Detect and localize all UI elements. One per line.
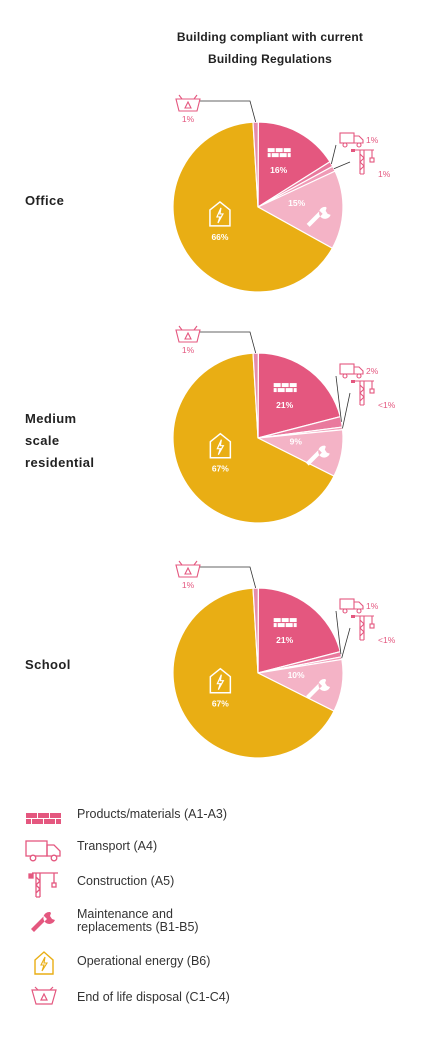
lightning-house-icon <box>209 667 232 694</box>
recycle-bin-icon <box>175 560 201 578</box>
pie-1-label-products: 16% <box>270 165 287 175</box>
legend-label-line-1: End of life disposal (C1-C4) <box>77 990 230 1004</box>
pie-1-slice-end-of-life <box>252 121 259 208</box>
wrench-icon <box>306 206 331 227</box>
legend-label: Products/materials (A1-A3) <box>77 808 377 821</box>
pie-2-slice-operational <box>172 352 335 524</box>
pie-3-slice-end-of-life <box>252 587 259 674</box>
row-label-school: School <box>25 657 71 672</box>
pie-1-slice-operational <box>172 121 334 293</box>
lightning-house-icon <box>209 200 231 227</box>
legend-label: Construction (A5) <box>77 875 377 888</box>
bricks-icon <box>273 383 297 393</box>
truck-icon <box>339 363 364 379</box>
leader-line <box>200 100 257 123</box>
leader-line <box>335 610 342 655</box>
pie-2-label-construction: <1% <box>378 400 396 410</box>
pie-2-slice-products <box>257 352 342 439</box>
row-label-residential-line-3: residential <box>25 455 95 470</box>
pie-3-label-construction: <1% <box>378 635 396 645</box>
wrench-icon <box>305 445 330 466</box>
leader-line <box>333 161 351 170</box>
pie-2-label-products: 21% <box>276 400 293 410</box>
pie-2-label-maintenance: 9% <box>290 437 303 447</box>
row-label-residential-line-1: Medium <box>25 411 77 426</box>
truck-icon <box>339 132 364 148</box>
pie-2: 21% 9% 67% 2% <1% 1% <box>172 325 396 524</box>
crane-icon <box>351 380 375 406</box>
pie-2-label-transport: 2% <box>366 366 379 376</box>
legend-label-line-1: Operational energy (B6) <box>77 954 211 968</box>
wrench-icon <box>306 678 331 700</box>
bricks-icon <box>26 813 61 824</box>
legend-item-end-of-life: End of life disposal (C1-C4) <box>24 982 434 1012</box>
legend-label: End of life disposal (C1-C4) <box>77 991 377 1004</box>
pie-3-label-products: 21% <box>276 635 293 645</box>
legend-item-transport: Transport (A4) <box>24 836 434 866</box>
lightning-house-icon <box>209 432 232 459</box>
pie-1-label-end-of-life: 1% <box>182 114 195 124</box>
leader-line <box>330 144 337 165</box>
legend-label-line-1: Maintenance and <box>77 907 173 921</box>
legend-item-operational: Operational energy (B6) <box>24 948 434 978</box>
legend-item-products: Products/materials (A1-A3) <box>24 806 434 836</box>
lightning-house-icon <box>34 951 54 975</box>
pie-3-label-maintenance: 10% <box>288 670 305 680</box>
pie-3-label-end-of-life: 1% <box>182 580 195 590</box>
pie-1-label-construction: 1% <box>378 169 391 179</box>
recycle-bin-icon <box>31 986 57 1005</box>
truck-icon <box>339 598 364 614</box>
crane-icon <box>351 149 375 175</box>
pie-1: 16% 15% 66% 1% 1% 1% <box>172 94 391 293</box>
pie-1-slice-products <box>257 121 331 209</box>
leader-line <box>341 627 351 659</box>
legend-label-line-1: Products/materials (A1-A3) <box>77 807 228 821</box>
truck-icon <box>25 840 61 862</box>
pie-1-label-maintenance: 15% <box>288 198 305 208</box>
leader-line <box>335 375 342 422</box>
pie-3-slice-products <box>257 587 342 674</box>
pie-1-label-transport: 1% <box>366 135 379 145</box>
leader-line <box>200 566 257 589</box>
legend-label-line-1: Construction (A5) <box>77 874 175 888</box>
legend-label: Maintenance and replacements (B1-B5) <box>77 908 377 934</box>
leader-line <box>342 392 351 429</box>
bricks-icon <box>273 618 297 628</box>
pie-1-label-operational: 66% <box>211 232 228 242</box>
pie-3-label-transport: 1% <box>366 601 379 611</box>
pie-2-slice-end-of-life <box>252 352 259 439</box>
pie-1-slice-maintenance <box>256 170 344 250</box>
legend-label-line-1: Transport (A4) <box>77 839 158 853</box>
legend-item-construction: Construction (A5) <box>24 869 434 899</box>
row-label-residential: Medium scale residential <box>25 408 125 474</box>
wrench-icon <box>31 911 55 932</box>
legend-label-line-2: replacements (B1-B5) <box>77 920 199 934</box>
pie-3-label-operational: 67% <box>212 699 229 709</box>
recycle-bin-icon <box>175 94 201 112</box>
legend-label: Operational energy (B6) <box>77 955 377 968</box>
pie-2-label-operational: 67% <box>212 464 229 474</box>
recycle-bin-icon <box>175 325 201 343</box>
pie-2-label-end-of-life: 1% <box>182 345 195 355</box>
pie-3-slice-operational <box>172 587 335 759</box>
bricks-icon <box>267 148 291 158</box>
crane-icon <box>351 615 375 641</box>
row-label-office: Office <box>25 193 65 208</box>
chart-title: Building compliant with current Building… <box>130 26 410 70</box>
legend-label: Transport (A4) <box>77 840 377 853</box>
leader-line <box>200 331 257 354</box>
legend-item-maintenance: Maintenance and replacements (B1-B5) <box>24 906 434 936</box>
crane-icon <box>28 872 58 898</box>
pie-3: 21% 10% 67% 1% <1% 1% <box>172 560 396 759</box>
row-label-residential-line-2: scale <box>25 433 60 448</box>
chart-title-line-1: Building compliant with current <box>176 30 364 44</box>
chart-title-line-2: Building Regulations <box>208 52 332 66</box>
